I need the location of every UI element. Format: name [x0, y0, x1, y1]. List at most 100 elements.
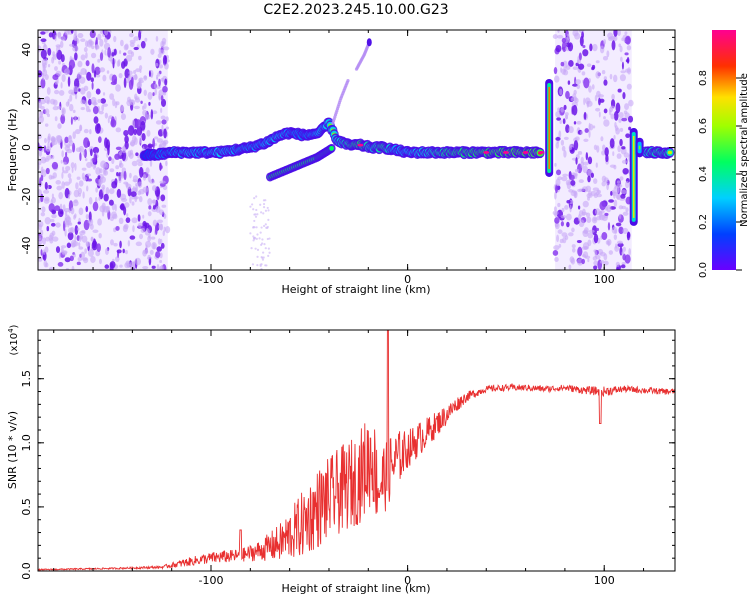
noise-speck [64, 30, 70, 36]
spectrogram-xlabel: Height of straight line (km) [281, 283, 430, 296]
noise-speck [74, 30, 77, 37]
noise-speck [552, 34, 558, 40]
noise-speck [135, 241, 143, 247]
noise-speck [38, 133, 42, 140]
noise-speck [54, 205, 61, 212]
figure-title: C2E2.2023.245.10.00.G23 [263, 2, 448, 18]
noise-speck [603, 79, 608, 86]
noise-speck [569, 204, 572, 213]
noise-speck [582, 165, 588, 174]
noise-speck [553, 75, 560, 83]
noise-speck [595, 60, 600, 64]
noise-speck [49, 98, 56, 105]
noise-speck [62, 204, 66, 212]
ridge-branch-0 [265, 143, 336, 182]
noise-speck [572, 83, 578, 87]
noise-speck [599, 200, 606, 211]
noise-speck [566, 43, 571, 48]
noise-speck [588, 85, 592, 93]
noise-speck [43, 189, 50, 194]
noise-speck [114, 178, 118, 186]
noise-speck [587, 232, 594, 239]
noise-speck [139, 65, 143, 71]
noise-speck [165, 226, 171, 234]
noise-speck [574, 191, 577, 198]
noise-speck [558, 130, 562, 139]
noise-speck [72, 109, 76, 114]
noise-speck [125, 260, 131, 267]
noise-speck [103, 193, 109, 202]
noise-speck [112, 258, 115, 262]
noise-speck [79, 76, 86, 84]
noise-speck [38, 149, 43, 157]
noise-speck [67, 173, 72, 179]
noise-speck [131, 160, 138, 167]
noise-speck [614, 245, 620, 252]
noise-speck [142, 265, 149, 270]
noise-speck [615, 102, 621, 114]
noise-speck [121, 150, 127, 162]
faint-speck [250, 247, 253, 250]
x-tick-label: 0 [404, 273, 411, 286]
snr-line [38, 330, 675, 571]
noise-speck [44, 108, 50, 115]
noise-speck [618, 43, 622, 48]
noise-speck [627, 115, 634, 123]
noise-speck [111, 158, 115, 165]
noise-speck [618, 111, 624, 119]
noise-speck [123, 170, 127, 181]
noise-speck [144, 37, 148, 42]
noise-speck [624, 181, 630, 189]
noise-speck [54, 34, 57, 42]
noise-speck [613, 30, 618, 37]
noise-speck [557, 229, 563, 234]
noise-speck [119, 50, 122, 55]
noise-speck [84, 248, 88, 254]
noise-speck [622, 167, 629, 175]
noise-speck [114, 101, 118, 109]
noise-speck [554, 162, 557, 167]
noise-speck [42, 249, 46, 255]
snr-frame [37, 329, 676, 572]
noise-speck [584, 255, 591, 260]
noise-speck [104, 248, 109, 255]
noise-speck [70, 162, 75, 169]
noise-speck [60, 82, 63, 89]
noise-speck [131, 217, 138, 224]
noise-speck [588, 129, 591, 138]
noise-speck [105, 205, 111, 213]
noise-speck [64, 257, 71, 263]
noise-speck [59, 203, 63, 210]
x-tick-label: -100 [199, 273, 224, 286]
noise-speck [608, 107, 613, 113]
y-tick-label: 40 [20, 43, 33, 57]
snr-exponent-close: ) [9, 324, 20, 328]
noise-speck [160, 242, 165, 249]
noise-speck [114, 153, 121, 160]
noise-speck [160, 194, 166, 202]
spectrogram-ylabel: Frequency (Hz) [6, 109, 19, 192]
noise-speck [101, 209, 105, 217]
noise-speck [93, 100, 97, 107]
noise-speck [147, 143, 153, 149]
noise-speck [162, 46, 170, 51]
noise-speck [161, 119, 167, 125]
noise-speck [603, 108, 608, 114]
noise-speck [148, 205, 152, 210]
noise-speck [120, 39, 124, 47]
noise-speck [610, 191, 613, 196]
noise-speck [41, 206, 46, 213]
noise-speck [90, 236, 94, 242]
noise-speck [138, 55, 142, 61]
noise-speck [155, 62, 159, 67]
noise-speck [130, 191, 137, 198]
faint-speck [259, 203, 262, 206]
branch-core [329, 145, 334, 151]
noise-speck [573, 121, 577, 125]
noise-speck [126, 54, 133, 62]
x-tick-label: 100 [594, 574, 615, 587]
noise-speck [158, 78, 161, 87]
noise-speck [98, 196, 101, 201]
noise-speck [574, 168, 580, 173]
noise-speck [142, 214, 145, 219]
